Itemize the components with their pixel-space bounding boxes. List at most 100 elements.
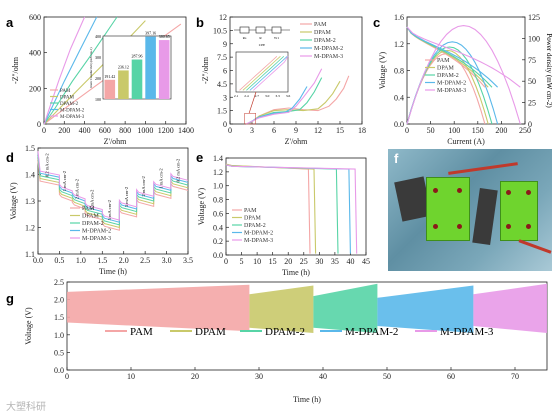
series-line-DPAM-2 [37, 155, 189, 226]
x-tick-label: 200 [58, 126, 70, 135]
y-tick-label: 1.4 [25, 171, 35, 180]
cycling-band-DPAM-2 [313, 283, 378, 333]
y-tick-label: 0.4 [213, 223, 223, 232]
x-tick-label: 18 [358, 126, 366, 135]
circuit-label: W1 [274, 36, 279, 40]
y-tick-label: 1.0 [54, 331, 64, 340]
cycling-band-DPAM [249, 285, 314, 333]
x-tick-label: 3.0 [162, 256, 172, 265]
legend-label: PAM [60, 89, 71, 94]
x-tick-label: 50 [383, 372, 391, 381]
y-tick-label: 9 [223, 40, 227, 49]
legend-label: DPAM-2 [265, 326, 305, 338]
cycling-band-M-DPAM-2 [377, 285, 474, 333]
x-tick-label: 400 [79, 126, 91, 135]
inset-series-line [253, 56, 289, 91]
y2-axis-label: Power density (mW cm-2) [545, 33, 553, 108]
x-tick-label: 200 [495, 126, 507, 135]
inset-bar-DPAM-2 [131, 59, 143, 99]
x-tick-label: 1200 [158, 126, 174, 135]
inset-x-tick-label: 2.1 [234, 94, 239, 98]
inset-y-tick-label: 400 [95, 34, 101, 39]
y2-tick-label: 100 [528, 34, 540, 43]
panel-letter-d: d [6, 150, 14, 165]
x-tick-label: 12 [314, 126, 322, 135]
inset-series-line [242, 56, 281, 91]
equivalent-circuit-diagram: Rs R W1 CPE [234, 26, 290, 47]
legend-label: M-DPAM-2 [437, 81, 466, 87]
zoom-region-box [244, 113, 256, 125]
zoom-arrow [248, 91, 257, 114]
y-axis-label: Voltage (V) [9, 182, 18, 220]
y-tick-label: 1.5 [54, 313, 64, 322]
inset-x-tick-label: 2.7 [255, 94, 260, 98]
legend-label: DPAM-2 [60, 102, 79, 107]
inset-zoom: 2.1 2.4 2.7 3.0 3.3 3.6 [234, 51, 290, 98]
y-tick-label: 1.2 [25, 224, 35, 233]
panel-letter-c: c [373, 15, 380, 30]
inset-bar-value: 191.42 [104, 74, 115, 79]
legend-label: M-DPAM-3 [244, 238, 273, 244]
y-tick-label: 1.6 [394, 13, 404, 22]
plot-frame [225, 157, 367, 256]
current-density-label: 2 mA cm-2 [75, 179, 80, 199]
legend-label: DPAM [244, 216, 261, 222]
y-axis-label: Voltage (V) [197, 187, 206, 225]
x-tick-label: 3 [250, 126, 254, 135]
y-tick-label: 0.6 [213, 209, 223, 218]
x-tick-label: 0.0 [33, 256, 43, 265]
legend-label: M-DPAM-3 [82, 236, 111, 242]
legend-label: DPAM [437, 66, 454, 72]
y-tick-label: 1.0 [213, 182, 223, 191]
clamp-middle-icon [472, 188, 498, 245]
panel-letter-g: g [6, 291, 14, 306]
series-line-M-DPAM-3 [225, 164, 358, 254]
series-line-M-DPAM-2 [43, 16, 98, 125]
y2-tick-label: 50 [528, 77, 536, 86]
inset-y-tick-label: 100 [95, 97, 101, 102]
x-tick-label: 45 [362, 257, 370, 266]
inset-x-tick-label: 2.4 [244, 94, 249, 98]
inset-x-tick-label: 3.0 [265, 94, 270, 98]
y-tick-label: 200 [29, 84, 41, 93]
cycling-band-PAM [67, 284, 250, 332]
red-wire-2 [518, 239, 552, 254]
legend-label: M-DPAM-2 [244, 231, 273, 237]
x-tick-label: 0 [405, 126, 409, 135]
y-axis-label: -Z''/ohm [201, 56, 210, 84]
y-axis-label: Voltage (V) [378, 51, 387, 89]
x-tick-label: 100 [448, 126, 460, 135]
series-line-M-DPAM-3 [37, 151, 189, 221]
y-tick-label: 12 [219, 13, 227, 22]
x-tick-label: 1.0 [76, 256, 86, 265]
axes-e: 0 5 10 15 20 25 30 35 40 45 0.0 0.2 0.4 0.6 0.8 1.0 1.2 1… [197, 154, 370, 277]
y-tick-label: 0 [37, 120, 41, 129]
circuit-element [271, 26, 282, 34]
battery-cell-right [500, 181, 538, 241]
inset-bar-value: 287.96 [132, 54, 143, 59]
series-line-M-DPAM-3 [245, 68, 323, 125]
y-tick-label: 1.5 [25, 144, 35, 153]
x-tick-label: 10 [253, 257, 261, 266]
inset-bar-value: 397.16 [145, 31, 156, 36]
y-tick-label: 7.5 [217, 53, 227, 62]
x-axis-label: Time (h) [99, 267, 127, 276]
legend-label: M-DPAM-2 [82, 229, 111, 235]
x-axis-label: Current (A) [447, 137, 485, 146]
cycling-band-M-DPAM-3 [473, 283, 547, 333]
x-tick-label: 30 [315, 257, 323, 266]
inset-series-line [249, 56, 288, 91]
x-tick-label: 10 [127, 372, 135, 381]
y-tick-label: 0.2 [213, 237, 223, 246]
inset-series-line [246, 56, 285, 91]
y-tick-label: 2.5 [54, 278, 64, 287]
x-tick-label: 0 [224, 257, 228, 266]
circuit-label: CPE [259, 43, 265, 47]
current-density-label: 3 mA cm-2 [90, 190, 95, 210]
y-tick-label: 0.0 [394, 120, 404, 129]
y-tick-label: 0.5 [54, 348, 64, 357]
legend-label: M-DPAM-2 [314, 46, 343, 52]
x-axis-label: Z'/ohm [285, 137, 309, 146]
panel-letter-e: e [196, 150, 203, 165]
